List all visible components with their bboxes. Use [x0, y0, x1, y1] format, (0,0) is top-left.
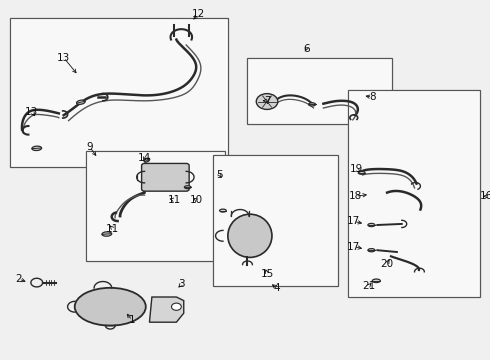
Ellipse shape [102, 232, 112, 236]
Ellipse shape [372, 279, 380, 283]
Ellipse shape [32, 146, 42, 150]
Text: 9: 9 [86, 142, 93, 152]
Bar [349, 91, 479, 296]
Text: 7: 7 [264, 96, 270, 106]
Ellipse shape [358, 171, 365, 174]
Text: 4: 4 [273, 283, 280, 293]
Text: 8: 8 [369, 92, 376, 102]
Ellipse shape [220, 209, 226, 212]
Text: 21: 21 [362, 281, 375, 291]
Ellipse shape [144, 158, 150, 162]
Text: 1: 1 [129, 315, 136, 325]
Text: 5: 5 [216, 170, 223, 180]
Bar [213, 155, 338, 286]
Text: 18: 18 [348, 191, 362, 201]
Bar [86, 151, 225, 261]
Text: 19: 19 [350, 164, 364, 174]
Text: 10: 10 [190, 195, 202, 205]
Ellipse shape [309, 103, 316, 106]
Ellipse shape [76, 100, 85, 104]
Text: 11: 11 [167, 195, 181, 205]
Text: 15: 15 [260, 269, 274, 279]
Text: 20: 20 [381, 258, 393, 269]
FancyBboxPatch shape [142, 163, 189, 191]
Text: 13: 13 [25, 107, 39, 117]
Text: 17: 17 [347, 216, 361, 226]
Circle shape [256, 94, 278, 109]
Bar [247, 58, 392, 124]
Bar [215, 156, 337, 285]
Bar [11, 19, 226, 166]
Ellipse shape [228, 214, 272, 257]
Text: 14: 14 [138, 153, 151, 163]
Text: 6: 6 [303, 44, 310, 54]
Polygon shape [149, 297, 184, 322]
Ellipse shape [368, 224, 375, 226]
Text: 13: 13 [57, 53, 71, 63]
Ellipse shape [184, 186, 191, 189]
Bar [87, 152, 224, 260]
Text: 12: 12 [192, 9, 205, 19]
Text: 11: 11 [106, 224, 120, 234]
Circle shape [172, 303, 181, 310]
Ellipse shape [368, 249, 375, 252]
Text: 2: 2 [15, 274, 22, 284]
Bar [249, 59, 391, 123]
Bar [348, 90, 480, 297]
Text: 16: 16 [480, 191, 490, 201]
Ellipse shape [75, 288, 146, 325]
Text: 3: 3 [178, 279, 185, 289]
Bar [10, 18, 228, 167]
Text: 17: 17 [347, 242, 361, 252]
